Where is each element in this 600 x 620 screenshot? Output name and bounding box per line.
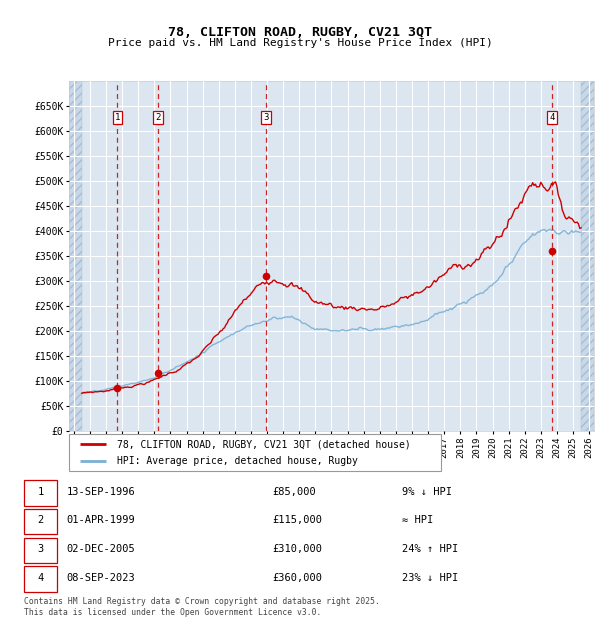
FancyBboxPatch shape — [69, 434, 441, 471]
Text: 13-SEP-1996: 13-SEP-1996 — [66, 487, 135, 497]
Text: 2: 2 — [155, 113, 161, 122]
Text: 1: 1 — [115, 113, 120, 122]
Bar — [581, 81, 594, 431]
Text: Contains HM Land Registry data © Crown copyright and database right 2025.
This d: Contains HM Land Registry data © Crown c… — [24, 598, 380, 617]
Text: 23% ↓ HPI: 23% ↓ HPI — [402, 573, 458, 583]
Text: 02-DEC-2005: 02-DEC-2005 — [66, 544, 135, 554]
Text: 78, CLIFTON ROAD, RUGBY, CV21 3QT: 78, CLIFTON ROAD, RUGBY, CV21 3QT — [168, 26, 432, 39]
Text: £115,000: £115,000 — [272, 515, 322, 525]
Text: £85,000: £85,000 — [272, 487, 316, 497]
FancyBboxPatch shape — [24, 509, 57, 534]
Text: £360,000: £360,000 — [272, 573, 322, 583]
FancyBboxPatch shape — [24, 480, 57, 505]
Text: ≈ HPI: ≈ HPI — [402, 515, 433, 525]
Bar — [69, 81, 82, 431]
Text: 9% ↓ HPI: 9% ↓ HPI — [402, 487, 452, 497]
Text: 08-SEP-2023: 08-SEP-2023 — [66, 573, 135, 583]
FancyBboxPatch shape — [24, 538, 57, 563]
Text: 3: 3 — [263, 113, 268, 122]
FancyBboxPatch shape — [24, 566, 57, 591]
Text: 2: 2 — [37, 515, 43, 525]
Text: 78, CLIFTON ROAD, RUGBY, CV21 3QT (detached house): 78, CLIFTON ROAD, RUGBY, CV21 3QT (detac… — [118, 440, 411, 450]
Text: 01-APR-1999: 01-APR-1999 — [66, 515, 135, 525]
Text: 24% ↑ HPI: 24% ↑ HPI — [402, 544, 458, 554]
Text: 4: 4 — [37, 573, 43, 583]
Text: 4: 4 — [549, 113, 554, 122]
Text: 3: 3 — [37, 544, 43, 554]
Text: HPI: Average price, detached house, Rugby: HPI: Average price, detached house, Rugb… — [118, 456, 358, 466]
Text: £310,000: £310,000 — [272, 544, 322, 554]
Text: 1: 1 — [37, 487, 43, 497]
Text: Price paid vs. HM Land Registry's House Price Index (HPI): Price paid vs. HM Land Registry's House … — [107, 38, 493, 48]
